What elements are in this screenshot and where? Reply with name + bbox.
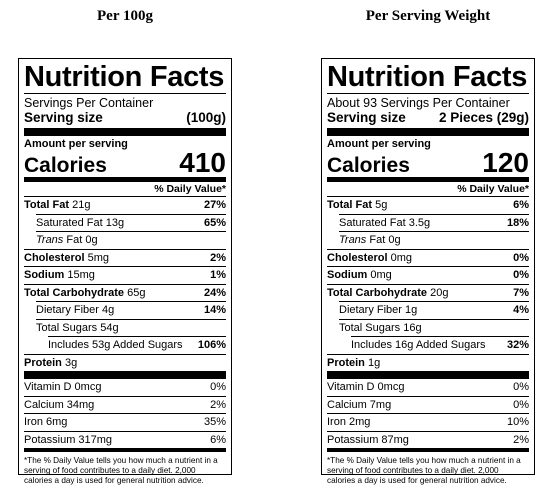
saturated-fat-row: Saturated Fat 13g 65% — [36, 213, 226, 232]
serving-size-label: Serving size — [327, 110, 406, 125]
dietary-fiber-row: Dietary Fiber 4g 14% — [36, 301, 226, 319]
calcium-row: Calcium 34mg 2% — [24, 395, 226, 414]
panel-heading-per-100g: Per 100g — [97, 8, 153, 24]
potassium-row: Potassium 317mg 6% — [24, 430, 226, 449]
trans-fat-row: Trans Fat 0g — [36, 231, 226, 249]
nutrition-label-per-100g: Nutrition Facts Servings Per Container S… — [18, 58, 232, 485]
serving-size-value: 2 Pieces (29g) — [438, 110, 529, 125]
daily-value-header: % Daily Value* — [327, 181, 529, 196]
total-carbohydrate-row: Total Carbohydrate 20g 7% — [327, 283, 529, 302]
sodium-row: Sodium 15mg 1% — [24, 266, 226, 284]
panel-heading-per-serving: Per Serving Weight — [365, 8, 491, 24]
vitamin-d-row: Vitamin D 0mcg 0% — [24, 381, 226, 393]
iron-row: Iron 6mg 35% — [24, 413, 226, 431]
iron-row: Iron 2mg 10% — [327, 413, 529, 431]
daily-value-footnote: *The % Daily Value tells you how much a … — [327, 456, 521, 485]
total-carbohydrate-row: Total Carbohydrate 65g 24% — [24, 283, 226, 302]
calories-row: Calories 120 — [327, 147, 529, 178]
cholesterol-row: Cholesterol 5mg 2% — [24, 248, 226, 267]
potassium-row: Potassium 87mg 2% — [327, 430, 529, 449]
calories-label: Calories — [24, 154, 107, 177]
calories-value: 120 — [482, 147, 529, 178]
trans-fat-row: Trans Fat 0g — [339, 231, 529, 249]
serving-size-value: (100g) — [186, 110, 226, 125]
protein-row: Protein 3g — [24, 353, 226, 372]
calories-row: Calories 410 — [24, 147, 226, 178]
cholesterol-row: Cholesterol 0mg 0% — [327, 248, 529, 267]
calories-label: Calories — [327, 154, 410, 177]
dietary-fiber-row: Dietary Fiber 1g 4% — [339, 301, 529, 319]
serving-size-row: Serving size (100g) — [24, 110, 226, 126]
serving-size-row: Serving size 2 Pieces (29g) — [327, 110, 529, 126]
protein-row: Protein 1g — [327, 353, 529, 372]
calories-value: 410 — [179, 147, 226, 178]
total-sugars-row: Total Sugars 54g — [36, 318, 226, 337]
total-fat-row: Total Fat 5g 6% — [327, 196, 529, 214]
servings-per-container: About 93 Servings Per Container — [327, 96, 510, 110]
daily-value-header: % Daily Value* — [24, 181, 226, 196]
calcium-row: Calcium 7mg 0% — [327, 395, 529, 414]
added-sugars-row: Includes 16g Added Sugars 32% — [351, 336, 529, 354]
daily-value-footnote: *The % Daily Value tells you how much a … — [24, 456, 218, 485]
saturated-fat-row: Saturated Fat 3.5g 18% — [339, 213, 529, 232]
amount-per-serving: Amount per serving — [24, 138, 128, 150]
vitamin-d-row: Vitamin D 0mcg 0% — [327, 381, 529, 393]
nutrition-facts-title: Nutrition Facts — [327, 61, 528, 93]
serving-size-label: Serving size — [24, 110, 103, 125]
added-sugars-row: Includes 53g Added Sugars 106% — [48, 336, 226, 354]
servings-per-container: Servings Per Container — [24, 96, 154, 110]
nutrition-label-per-serving: Nutrition Facts About 93 Servings Per Co… — [321, 58, 535, 485]
total-fat-row: Total Fat 21g 27% — [24, 196, 226, 214]
nutrition-facts-title: Nutrition Facts — [24, 61, 225, 93]
total-sugars-row: Total Sugars 16g — [339, 318, 529, 337]
sodium-row: Sodium 0mg 0% — [327, 266, 529, 284]
amount-per-serving: Amount per serving — [327, 138, 431, 150]
